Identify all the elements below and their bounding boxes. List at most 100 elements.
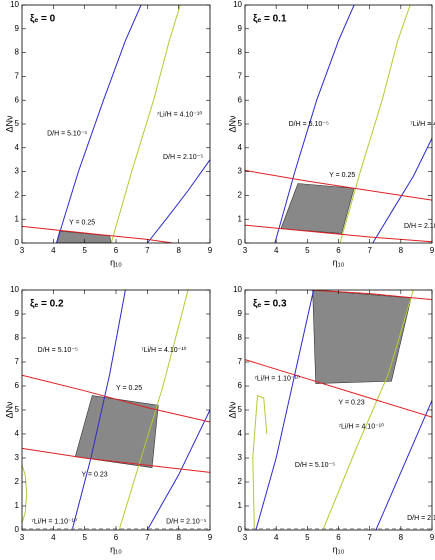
y-tick-label: 1 bbox=[15, 501, 20, 510]
y-tick-label: 10 bbox=[10, 285, 19, 294]
annotation: ⁷Li/H = 4.10⁻¹⁰ bbox=[410, 120, 435, 128]
y-tick-label: 5 bbox=[15, 119, 20, 128]
annotation: D/H = 2.10⁻⁵ bbox=[404, 223, 435, 230]
y-tick-label: 5 bbox=[238, 405, 243, 414]
curve bbox=[22, 447, 210, 473]
y-tick-label: 10 bbox=[10, 0, 19, 9]
curve bbox=[245, 359, 432, 418]
x-tick-label: 6 bbox=[336, 533, 341, 542]
y-tick-label: 6 bbox=[238, 381, 243, 390]
x-tick-label: 9 bbox=[430, 533, 435, 542]
y-tick-label: 2 bbox=[15, 477, 20, 486]
y-tick-label: 8 bbox=[15, 333, 20, 342]
x-tick-label: 9 bbox=[208, 246, 213, 255]
y-tick-label: 0 bbox=[238, 525, 243, 534]
x-tick-label: 6 bbox=[114, 246, 119, 255]
y-tick-label: 2 bbox=[238, 477, 243, 486]
annotation: D/H = 5.10⁻⁵ bbox=[47, 130, 87, 137]
shaded-region bbox=[74, 395, 159, 468]
annotation: Y = 0.25 bbox=[116, 385, 142, 392]
annotation: Y = 0.23 bbox=[82, 472, 108, 479]
x-tick-label: 7 bbox=[145, 533, 150, 542]
y-tick-label: 4 bbox=[15, 143, 20, 152]
x-tick-label: 7 bbox=[367, 246, 372, 255]
y-tick-label: 8 bbox=[15, 48, 20, 57]
y-tick-label: 4 bbox=[15, 429, 20, 438]
y-tick-label: 10 bbox=[233, 0, 242, 9]
x-tick-label: 3 bbox=[243, 533, 248, 542]
y-tick-label: 1 bbox=[15, 214, 20, 223]
x-tick-label: 7 bbox=[145, 246, 150, 255]
shaded-region bbox=[312, 290, 412, 384]
x-tick-label: 3 bbox=[243, 246, 248, 255]
curve bbox=[255, 290, 315, 530]
y-tick-label: 0 bbox=[238, 238, 243, 247]
panel-title: ξₑ = 0.3 bbox=[253, 299, 287, 310]
curve bbox=[245, 169, 432, 201]
plot-frame bbox=[21, 4, 211, 244]
x-axis-label: η₁₀ bbox=[110, 257, 122, 267]
curve bbox=[146, 409, 210, 530]
x-tick-label: 4 bbox=[274, 246, 279, 255]
y-axis-label: ΔNν bbox=[227, 401, 237, 419]
y-tick-label: 3 bbox=[15, 453, 20, 462]
x-tick-label: 8 bbox=[399, 533, 404, 542]
annotation: Y = 0.25 bbox=[329, 172, 355, 179]
y-tick-label: 8 bbox=[238, 333, 243, 342]
x-tick-label: 4 bbox=[51, 246, 56, 255]
x-tick-label: 6 bbox=[336, 246, 341, 255]
panel-title: ξₑ = 0.1 bbox=[253, 14, 287, 25]
annotation: ⁷Li/H = 1.10⁻¹⁰ bbox=[254, 375, 300, 383]
plot-area bbox=[245, 290, 432, 530]
panel-title: ξₑ = 0.2 bbox=[30, 299, 64, 310]
y-tick-label: 4 bbox=[238, 143, 243, 152]
y-axis-label: ΔNν bbox=[4, 115, 14, 133]
curve bbox=[22, 374, 210, 423]
x-axis-label: η₁₀ bbox=[333, 257, 345, 267]
y-tick-label: 7 bbox=[15, 357, 20, 366]
annotation: ⁷Li/H = 4.10⁻¹⁰ bbox=[157, 110, 203, 118]
x-tick-label: 7 bbox=[367, 533, 372, 542]
y-tick-label: 10 bbox=[233, 285, 242, 294]
y-tick-label: 3 bbox=[238, 453, 243, 462]
annotation: Y = 0.23 bbox=[339, 400, 365, 407]
y-tick-label: 3 bbox=[15, 167, 20, 176]
curve bbox=[322, 290, 414, 530]
curve bbox=[375, 400, 432, 530]
plot-area bbox=[22, 290, 210, 530]
curve bbox=[110, 5, 181, 243]
curve bbox=[372, 138, 432, 243]
x-tick-label: 8 bbox=[176, 246, 181, 255]
y-tick-label: 6 bbox=[238, 95, 243, 104]
x-tick-label: 8 bbox=[176, 533, 181, 542]
x-tick-label: 5 bbox=[82, 246, 87, 255]
y-tick-label: 9 bbox=[15, 309, 20, 318]
y-tick-label: 7 bbox=[238, 357, 243, 366]
annotation: D/H = 5.10⁻⁵ bbox=[38, 347, 78, 354]
y-tick-label: 9 bbox=[238, 24, 243, 33]
y-tick-label: 6 bbox=[15, 95, 20, 104]
y-tick-label: 1 bbox=[238, 501, 243, 510]
y-tick-label: 3 bbox=[238, 167, 243, 176]
x-tick-label: 8 bbox=[399, 246, 404, 255]
y-tick-label: 0 bbox=[15, 525, 20, 534]
shaded-region bbox=[280, 183, 355, 234]
curve bbox=[274, 5, 355, 243]
annotation: ⁷Li/H = 1.10⁻¹⁰ bbox=[31, 517, 77, 525]
plot-area bbox=[22, 5, 210, 243]
x-tick-label: 9 bbox=[430, 246, 435, 255]
x-axis-label: η₁₀ bbox=[333, 544, 345, 554]
annotation: ⁷Li/H = 4.10⁻¹⁰ bbox=[141, 346, 187, 354]
y-tick-label: 9 bbox=[15, 24, 20, 33]
curve bbox=[71, 290, 126, 530]
annotation: D/H = 2.10⁻⁵ bbox=[407, 515, 435, 522]
y-tick-label: 2 bbox=[238, 191, 243, 200]
y-tick-label: 1 bbox=[238, 214, 243, 223]
plot-area bbox=[245, 5, 432, 243]
curve bbox=[146, 159, 210, 243]
y-axis-label: ΔNν bbox=[4, 401, 14, 419]
x-tick-label: 5 bbox=[305, 533, 310, 542]
annotation: D/H = 5.10⁻⁵ bbox=[289, 121, 329, 128]
x-tick-label: 5 bbox=[82, 533, 87, 542]
curve bbox=[339, 5, 411, 243]
